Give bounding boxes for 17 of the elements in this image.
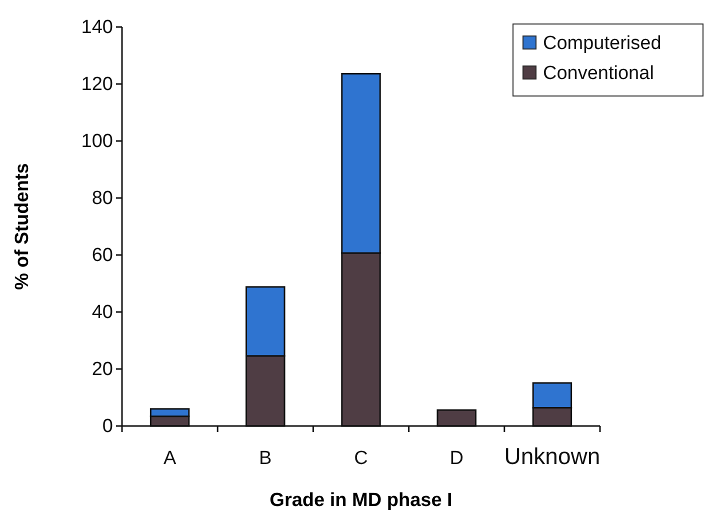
y-tick-label: 140	[81, 17, 113, 38]
x-tick-label: D	[450, 448, 464, 469]
x-tick-label: C	[354, 448, 368, 469]
x-tick-label: B	[259, 448, 272, 469]
y-tick-label: 100	[81, 131, 113, 152]
y-tick-label: 80	[92, 188, 113, 210]
x-axis-title: Grade in MD phase I	[270, 490, 452, 511]
x-tick-label: Unknown	[504, 443, 600, 469]
y-tick-label: 120	[81, 74, 113, 96]
legend-label: Conventional	[543, 63, 654, 84]
y-tick-label: 40	[92, 302, 113, 324]
x-tick-label: A	[163, 448, 176, 469]
y-tick-label: 0	[102, 416, 113, 438]
y-tick-label: 60	[92, 245, 113, 266]
y-tick-label: 20	[92, 359, 113, 380]
y-axis-title: % of Students	[12, 163, 33, 290]
legend-label: Computerised	[543, 33, 662, 54]
